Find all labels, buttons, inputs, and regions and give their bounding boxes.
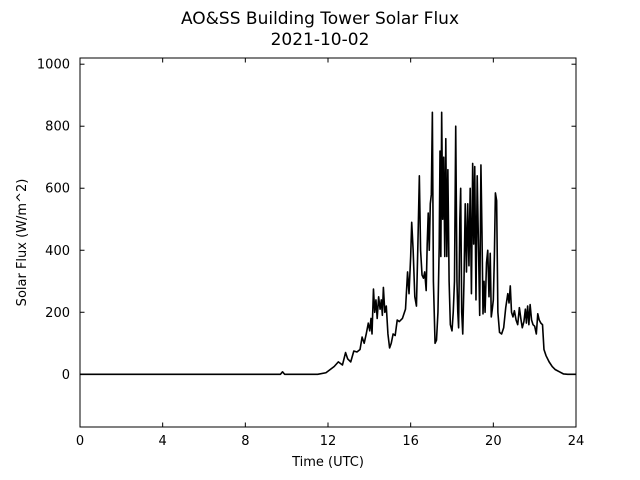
y-tick-label: 0 bbox=[62, 368, 70, 383]
solar-flux-series-line bbox=[80, 111, 576, 376]
x-tick-label: 20 bbox=[485, 434, 502, 449]
y-tick-label: 800 bbox=[45, 120, 70, 135]
chart-title: AO&SS Building Tower Solar Flux bbox=[181, 9, 459, 29]
y-axis: 0 200 400 600 800 1000 bbox=[37, 58, 576, 383]
x-tick-label: 0 bbox=[76, 434, 84, 449]
y-tick-label: 1000 bbox=[37, 58, 70, 73]
chart-subtitle: 2021-10-02 bbox=[271, 30, 370, 50]
plot-area bbox=[79, 57, 577, 428]
x-tick-label: 16 bbox=[402, 434, 419, 449]
x-tick-label: 12 bbox=[320, 434, 337, 449]
y-axis-label: Solar Flux (W/m^2) bbox=[15, 179, 30, 307]
x-tick-label: 24 bbox=[568, 434, 585, 449]
x-axis-label: Time (UTC) bbox=[291, 455, 364, 470]
x-tick-label: 4 bbox=[159, 434, 167, 449]
x-axis: 0 4 8 12 16 20 24 bbox=[76, 58, 584, 449]
y-tick-label: 400 bbox=[45, 244, 70, 259]
y-tick-label: 600 bbox=[45, 182, 70, 197]
x-tick-label: 8 bbox=[241, 434, 249, 449]
y-tick-label: 200 bbox=[45, 306, 70, 321]
